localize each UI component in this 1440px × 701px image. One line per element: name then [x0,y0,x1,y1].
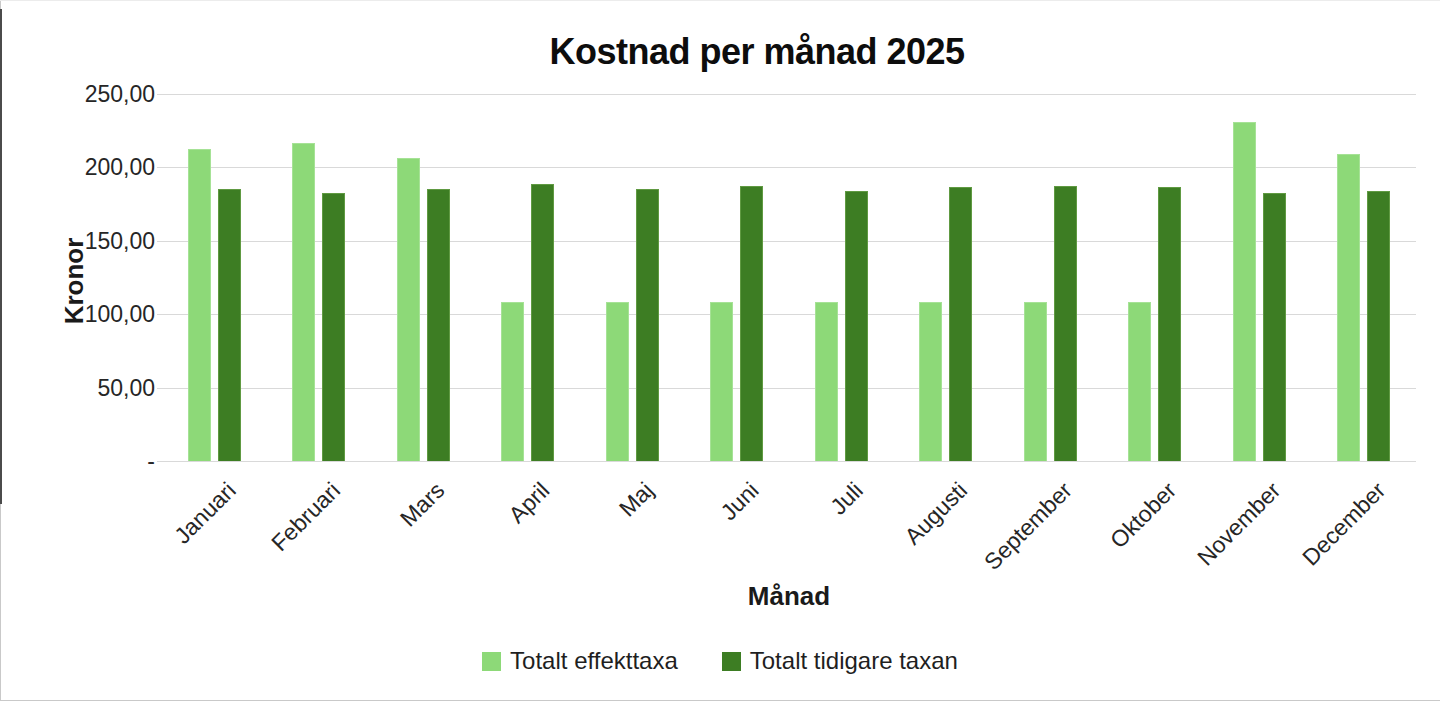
x-tick-label-oktober: Oktober [1105,477,1182,554]
bar-tidigare-taxan-februari [322,193,345,461]
bar-tidigare-taxan-juli [845,191,868,461]
x-tick-label-april: April [503,477,555,529]
x-tick-label-maj: Maj [614,477,659,522]
gridline-50 [162,388,1416,389]
y-tick-label: 200,00 [15,153,155,181]
x-tick-label-december: December [1297,477,1391,571]
x-axis-title: Månad [162,581,1416,612]
x-tick-label-augusti: Augusti [900,477,973,550]
bar-effekttaxa-maj [606,302,629,461]
y-tick-label: 150,00 [15,227,155,255]
x-tick-label-november: November [1192,477,1286,571]
gridline-250 [162,94,1416,95]
bar-tidigare-taxan-mars [427,189,450,461]
legend: Totalt effekttaxa Totalt tidigare taxan [0,641,1440,681]
bar-effekttaxa-september [1024,302,1047,461]
bar-tidigare-taxan-juni [740,186,763,461]
chart-canvas: Kostnad per månad 2025 Kronor 250,00200,… [0,0,1440,701]
legend-item-tidigare-taxan: Totalt tidigare taxan [722,647,958,675]
chart-title: Kostnad per månad 2025 [74,31,1440,73]
legend-swatch-effekttaxa [482,652,501,671]
y-tick-label: 50,00 [15,374,155,402]
gridline-150 [162,241,1416,242]
x-tick-label-mars: Mars [395,477,450,532]
x-tick-label-september: September [979,477,1078,576]
y-tick-label: 250,00 [15,80,155,108]
y-axis-tickmark [157,314,168,315]
bar-effekttaxa-februari [292,143,315,461]
bar-tidigare-taxan-september [1054,186,1077,461]
y-axis-tickmark [157,388,168,389]
y-axis-tickmark [157,167,168,168]
bar-effekttaxa-juni [710,302,733,461]
bar-tidigare-taxan-januari [218,189,241,461]
x-tick-label-juli: Juli [825,477,868,520]
legend-swatch-tidigare-taxan [722,652,741,671]
gridline-0 [162,461,1416,462]
bar-effekttaxa-juli [815,302,838,461]
bar-effekttaxa-januari [188,149,211,461]
bar-tidigare-taxan-oktober [1158,187,1181,461]
y-axis-tickmark [157,461,168,462]
x-tick-label-februari: Februari [266,477,346,557]
legend-label: Totalt tidigare taxan [750,647,958,675]
legend-item-effekttaxa: Totalt effekttaxa [482,647,678,675]
y-axis-tickmark [157,94,168,95]
bar-tidigare-taxan-maj [636,189,659,461]
bar-tidigare-taxan-augusti [949,187,972,461]
bar-effekttaxa-augusti [919,302,942,461]
bar-effekttaxa-april [501,302,524,461]
x-tick-label-juni: Juni [715,477,764,526]
legend-label: Totalt effekttaxa [510,647,678,675]
y-axis-tickmark [157,241,168,242]
y-tick-label: 100,00 [15,300,155,328]
bar-effekttaxa-mars [397,158,420,461]
bar-effekttaxa-december [1337,154,1360,461]
window-edge-dark-segment [0,9,2,504]
bar-effekttaxa-november [1233,122,1256,461]
bar-tidigare-taxan-april [531,184,554,461]
gridline-100 [162,314,1416,315]
x-tick-label-januari: Januari [169,477,241,549]
bar-tidigare-taxan-november [1263,193,1286,461]
gridline-200 [162,167,1416,168]
y-tick-label: - [15,447,155,475]
bar-effekttaxa-oktober [1128,302,1151,461]
bar-tidigare-taxan-december [1367,191,1390,461]
